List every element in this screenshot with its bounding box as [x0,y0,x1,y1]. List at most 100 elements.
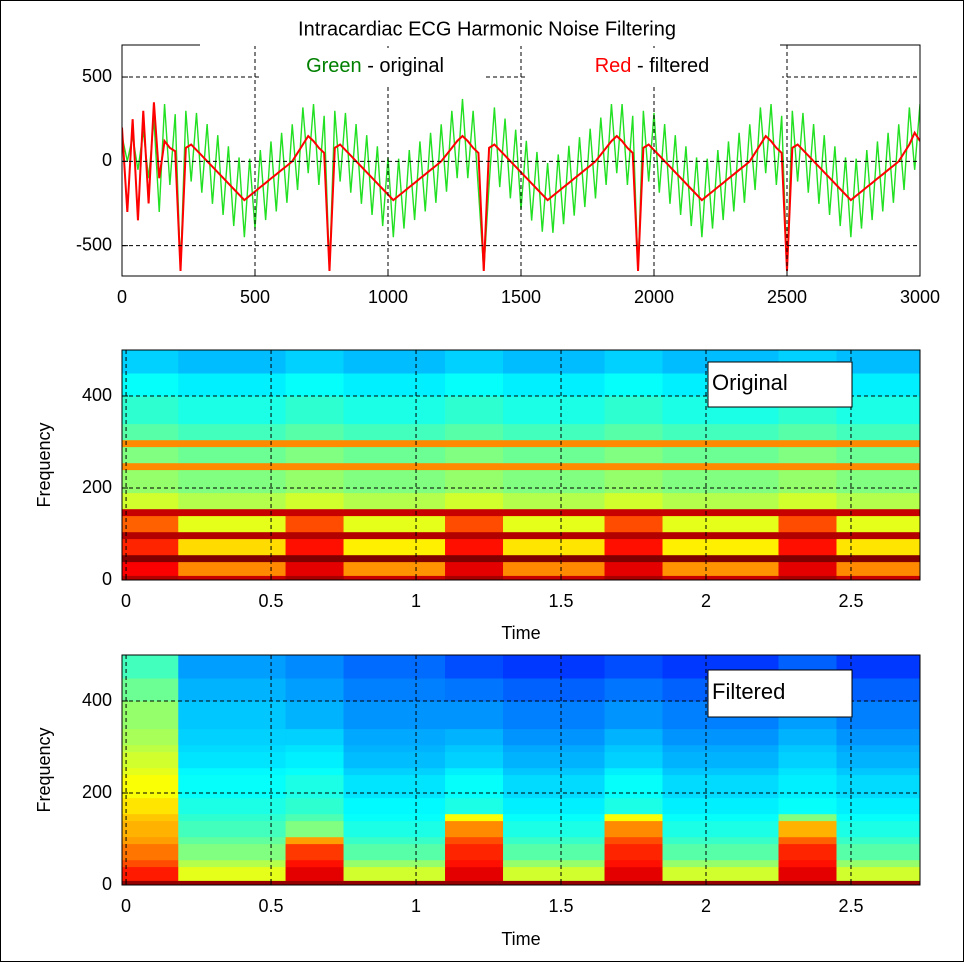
heat-cell [836,462,921,471]
heat-cell [778,797,837,815]
heat-cell [178,774,287,799]
heat-cell [178,492,287,510]
heat-cell [836,820,921,838]
heat-cell [836,767,921,776]
heat-cell [343,774,446,799]
y-tick-label: 500 [82,66,112,86]
heat-cell [836,744,921,753]
heat-cell [604,751,664,769]
heat-cell [503,350,606,374]
heat-cell [343,508,446,517]
panel-label: Filtered [712,679,785,704]
heat-cell [503,744,606,753]
heat-cell [778,469,837,494]
heat-cell [778,866,837,881]
heat-cell [285,350,345,374]
x-axis-label: Time [501,929,540,949]
x-tick-label: 1500 [501,287,541,307]
heat-cell [285,728,345,746]
legend-color-label: Green [306,55,362,77]
heat-cell [778,462,837,471]
heat-cell [343,446,446,464]
heat-cell [445,751,504,769]
heat-cell [178,859,287,868]
heat-cell [285,813,345,822]
x-tick-label: 500 [240,287,270,307]
heat-cell [778,561,837,576]
heat-cell [122,678,179,702]
heat-cell [178,866,287,881]
heat-cell [445,396,504,425]
heat-cell [662,439,779,448]
heat-cell [122,751,179,769]
y-tick-label: 400 [82,690,112,710]
panel-label: Original [712,370,788,395]
heat-cell [604,423,664,441]
heat-cell [343,515,446,533]
heat-cell [604,678,664,702]
heat-cell [178,350,287,374]
x-tick-label: 2000 [634,287,674,307]
heat-cell [343,469,446,494]
heat-cell [445,373,504,397]
heat-cell [122,469,179,494]
x-tick-label: 0 [121,591,131,611]
y-tick-label: 0 [102,874,112,894]
heat-cell [836,373,921,397]
y-tick-label: 400 [82,385,112,405]
heat-cell [662,767,779,776]
label-box [707,361,853,408]
x-tick-label: 1000 [368,287,408,307]
heat-cell [662,508,779,517]
heat-cell [122,439,179,448]
heat-cell [604,373,664,397]
heat-cell [122,880,179,886]
heat-cell [662,728,779,746]
heat-cell [445,462,504,471]
heat-cell [836,774,921,799]
heat-cell [285,575,345,581]
heat-cell [178,655,287,679]
legend-box [262,48,486,84]
heat-cell [343,836,446,845]
heat-cell [604,701,664,730]
heat-cell [604,492,664,510]
heat-cell [445,880,504,886]
heat-cell [836,515,921,533]
heat-cell [836,655,921,679]
heat-cell [122,531,179,540]
heat-cell [445,836,504,845]
x-tick-label: 3000 [900,287,940,307]
legend-entry: Green - original [306,55,444,77]
heat-cell [778,508,837,517]
heat-cell [285,744,345,753]
heat-cell [445,728,504,746]
heat-cell [604,767,664,776]
heat-cell [503,767,606,776]
heat-cell [178,820,287,838]
heat-cell [343,531,446,540]
heat-cell [503,554,606,563]
heat-cell [122,561,179,576]
heat-cell [445,767,504,776]
heat-cell [662,515,779,533]
heat-cell [836,538,921,556]
heat-cell [604,655,664,679]
heat-cell [178,561,287,576]
heat-cell [178,396,287,425]
heat-cell [178,701,287,730]
heat-cell [343,701,446,730]
heat-cell [778,538,837,556]
heat-cell [122,396,179,425]
heat-cell [445,469,504,494]
heat-cell [343,859,446,868]
heat-cell [285,701,345,730]
legend-box [526,48,782,84]
x-tick-label: 2 [701,896,711,916]
legend-color-label: Red [595,55,632,77]
heat-cell [836,678,921,702]
y-tick-label: -500 [76,234,112,254]
heat-cell [836,813,921,822]
heat-cell [285,859,345,868]
heat-cell [662,462,779,471]
